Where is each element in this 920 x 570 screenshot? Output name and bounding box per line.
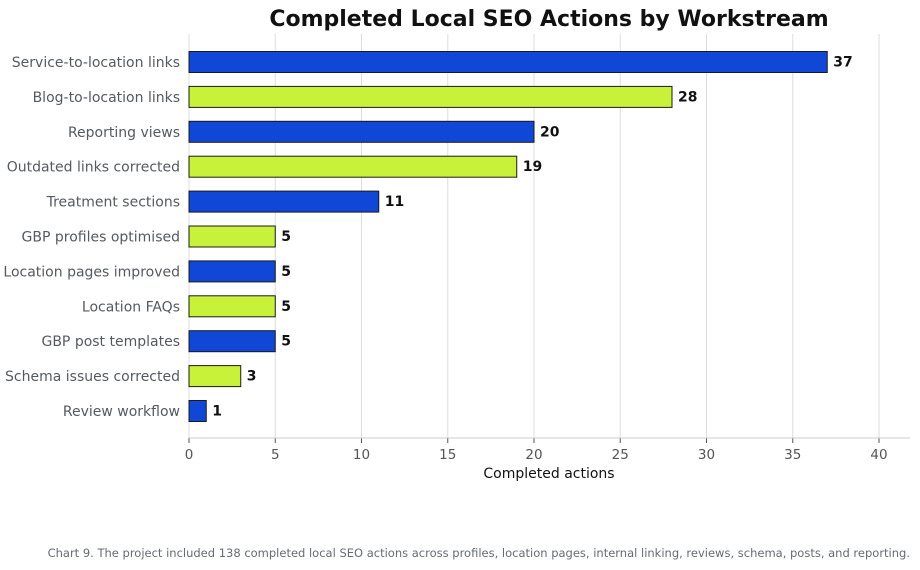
x-tick-label: 35 <box>784 447 801 463</box>
value-label: 11 <box>385 194 404 210</box>
category-label: Reporting views <box>68 125 180 141</box>
x-tick-label: 15 <box>439 447 456 463</box>
value-labels: 37 28 20 19 11 5 5 5 5 3 1 <box>212 55 852 420</box>
x-tick-label: 20 <box>525 447 542 463</box>
bar <box>188 155 518 178</box>
x-tick-label: 40 <box>870 447 887 463</box>
value-label: 1 <box>212 404 222 420</box>
value-label: 20 <box>540 124 560 140</box>
bar <box>188 85 673 108</box>
bar <box>188 295 276 318</box>
bar <box>188 400 207 422</box>
value-label: 5 <box>281 334 291 350</box>
value-label: 3 <box>247 369 257 385</box>
category-label: Location FAQs <box>82 299 180 315</box>
category-label: Schema issues corrected <box>5 369 180 385</box>
category-label: GBP post templates <box>41 334 180 350</box>
chart-caption: Chart 9. The project included 138 comple… <box>47 546 910 560</box>
category-labels: Service-to-location links Blog-to-locatio… <box>3 55 180 420</box>
value-label: 5 <box>281 264 291 280</box>
value-label: 5 <box>281 229 291 245</box>
value-label: 19 <box>523 159 542 175</box>
x-tick-label: 30 <box>698 447 715 463</box>
value-label: 37 <box>833 55 852 71</box>
category-label: Blog-to-location links <box>33 90 180 106</box>
category-label: GBP profiles optimised <box>22 230 180 246</box>
value-label: 5 <box>281 299 291 315</box>
bar <box>188 120 535 143</box>
bar <box>188 365 242 388</box>
bar <box>188 225 276 248</box>
x-tick-label: 5 <box>271 447 280 463</box>
bar <box>188 190 380 213</box>
bars <box>188 51 828 422</box>
category-label: Outdated links corrected <box>7 160 180 176</box>
bar <box>188 51 828 73</box>
x-tick-label: 0 <box>185 447 194 463</box>
category-label: Review workflow <box>63 404 180 420</box>
category-label: Treatment sections <box>46 195 180 211</box>
category-label: Service-to-location links <box>12 55 180 71</box>
value-label: 28 <box>678 89 697 105</box>
chart-title: Completed Local SEO Actions by Workstrea… <box>269 7 828 32</box>
x-tick-label: 25 <box>612 447 629 463</box>
category-label: Location pages improved <box>3 264 180 280</box>
x-tick-label: 10 <box>353 447 370 463</box>
bar <box>188 330 276 353</box>
bar <box>188 260 276 283</box>
x-axis-label: Completed actions <box>483 466 614 482</box>
x-axis: 0 5 10 15 20 25 30 35 40 <box>185 437 910 463</box>
bar-chart: Completed Local SEO Actions by Workstrea… <box>3 7 910 482</box>
